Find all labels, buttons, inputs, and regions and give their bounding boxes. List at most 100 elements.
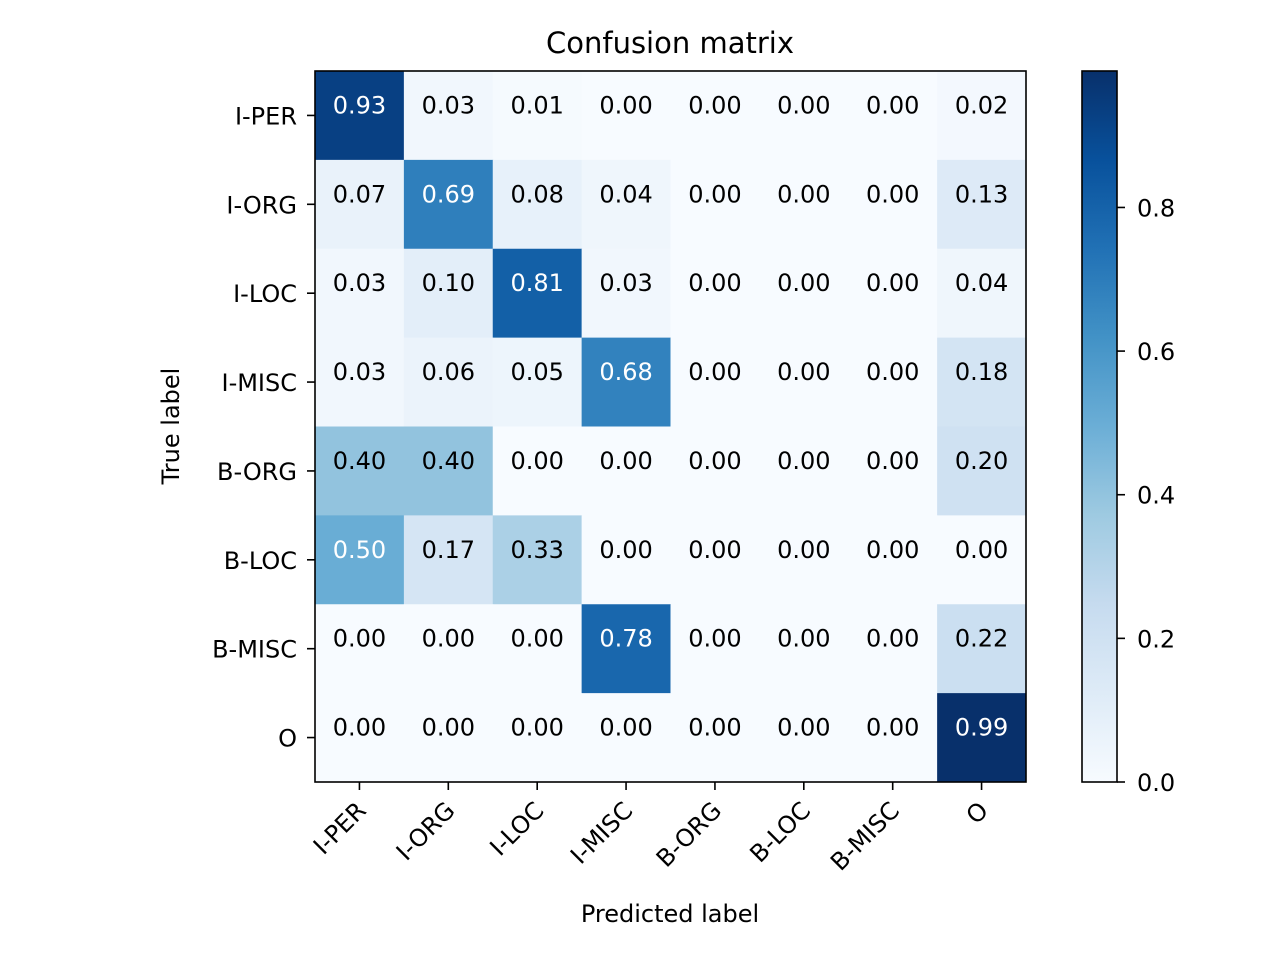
x-tick-label: B-ORG — [651, 796, 727, 872]
heatmap-cell — [848, 515, 938, 605]
cell-value-label: 0.20 — [955, 447, 1008, 475]
heatmap-cell — [403, 71, 494, 161]
heatmap-cell — [403, 604, 494, 694]
heatmap-cell — [581, 515, 671, 605]
heatmap-cell — [403, 159, 494, 250]
heatmap-cell — [759, 337, 849, 427]
cell-value-label: 0.99 — [955, 714, 1008, 742]
cell-value-label: 0.40 — [333, 447, 386, 475]
cell-value-label: 0.03 — [422, 91, 475, 119]
colorbar — [1081, 70, 1118, 783]
x-tick-label: I-ORG — [391, 796, 461, 866]
cell-value-label: 0.00 — [777, 91, 830, 119]
cell-value-label: 0.00 — [866, 714, 919, 742]
plot-frame — [314, 70, 1027, 783]
heatmap-cell — [670, 159, 760, 250]
heatmap-cell — [759, 515, 849, 605]
heatmap-cell — [315, 248, 405, 339]
heatmap-cell — [492, 515, 583, 605]
x-tick-label: B-LOC — [744, 796, 816, 868]
heatmap-cell — [581, 159, 671, 250]
cell-value-label: 0.03 — [599, 269, 652, 297]
heatmap-cell — [492, 604, 583, 694]
heatmap-cell — [848, 426, 938, 516]
cell-value-label: 0.00 — [777, 536, 830, 564]
y-tick-label: O — [278, 725, 297, 753]
cell-value-label: 0.68 — [599, 358, 652, 386]
heatmap-cell — [581, 604, 671, 694]
heatmap-cell — [848, 604, 938, 694]
heatmap-cell — [492, 248, 583, 339]
y-tick-label: B-ORG — [217, 458, 297, 486]
cell-value-label: 0.00 — [333, 714, 386, 742]
heatmap-cell — [848, 337, 938, 427]
heatmap-cell — [403, 337, 494, 427]
heatmap-cell — [492, 159, 583, 250]
heatmap-cell — [581, 71, 671, 161]
cell-value-label: 0.18 — [955, 358, 1008, 386]
heatmap-cell — [492, 693, 583, 783]
colorbar-tick-label: 0.0 — [1137, 769, 1175, 797]
heatmap-cell — [315, 604, 405, 694]
chart-title: Confusion matrix — [546, 26, 794, 60]
y-tick-label: I-PER — [235, 102, 297, 130]
cell-value-label: 0.00 — [866, 536, 919, 564]
cell-value-label: 0.00 — [688, 269, 741, 297]
cell-value-label: 0.00 — [333, 625, 386, 653]
heatmap-cell — [937, 248, 1027, 339]
heatmap-cell — [759, 426, 849, 516]
cell-value-label: 0.06 — [422, 358, 475, 386]
heatmap-cell — [759, 604, 849, 694]
x-tick-label: B-MISC — [825, 796, 905, 876]
heatmap-cell — [315, 337, 405, 427]
heatmap-cell — [670, 693, 760, 783]
heatmap-cell — [403, 515, 494, 605]
y-axis-ticks: I-PER I-ORG I-LOC I-MISC B-ORG B-LOC B-MISC O — [212, 102, 315, 753]
cell-value-label: 0.00 — [422, 714, 475, 742]
cell-value-label: 0.00 — [510, 714, 563, 742]
cell-value-label: 0.40 — [422, 447, 475, 475]
heatmap-cell — [848, 71, 938, 161]
cell-value-label: 0.00 — [777, 625, 830, 653]
heatmap-cell — [581, 426, 671, 516]
cell-value-label: 0.33 — [510, 536, 563, 564]
heatmap-cell — [759, 248, 849, 339]
cell-value-label: 0.00 — [866, 625, 919, 653]
y-axis-label: True label — [157, 368, 185, 486]
cell-value-label: 0.00 — [955, 536, 1008, 564]
heatmap-cell — [759, 693, 849, 783]
cell-value-label: 0.00 — [688, 91, 741, 119]
heatmap-cell — [848, 248, 938, 339]
heatmap-cell — [403, 426, 494, 516]
cell-value-label: 0.22 — [955, 625, 1008, 653]
heatmap-cell — [848, 159, 938, 250]
cell-value-label: 0.00 — [777, 358, 830, 386]
heatmap-cell — [403, 693, 494, 783]
cell-value-label: 0.02 — [955, 91, 1008, 119]
cell-value-label: 0.04 — [955, 269, 1008, 297]
x-tick-label: O — [961, 796, 994, 829]
heatmap-cell — [937, 604, 1027, 694]
cell-value-label: 0.81 — [510, 269, 563, 297]
cell-value-label: 0.00 — [777, 269, 830, 297]
cell-value-label: 0.00 — [688, 625, 741, 653]
x-axis-label: Predicted label — [581, 900, 759, 928]
cell-value-label: 0.50 — [333, 536, 386, 564]
colorbar-ticks: 0.0 0.2 0.4 0.6 0.8 — [1117, 194, 1175, 797]
heatmap-cell — [670, 426, 760, 516]
cell-value-label: 0.00 — [777, 447, 830, 475]
heatmap-cell — [492, 337, 583, 427]
y-tick-label: B-LOC — [224, 547, 297, 575]
cell-value-label: 0.00 — [866, 180, 919, 208]
y-tick-label: I-LOC — [233, 280, 297, 308]
cell-value-label: 0.00 — [688, 358, 741, 386]
heatmap-cell — [492, 71, 583, 161]
heatmap-cell — [581, 337, 671, 427]
colorbar-tick-label: 0.6 — [1137, 338, 1175, 366]
cell-value-label: 0.00 — [599, 91, 652, 119]
heatmap-cell — [937, 426, 1027, 516]
heatmap-cell — [581, 248, 671, 339]
heatmap-cell — [315, 693, 405, 783]
cell-value-label: 0.93 — [333, 91, 386, 119]
cell-value-label: 0.00 — [422, 625, 475, 653]
